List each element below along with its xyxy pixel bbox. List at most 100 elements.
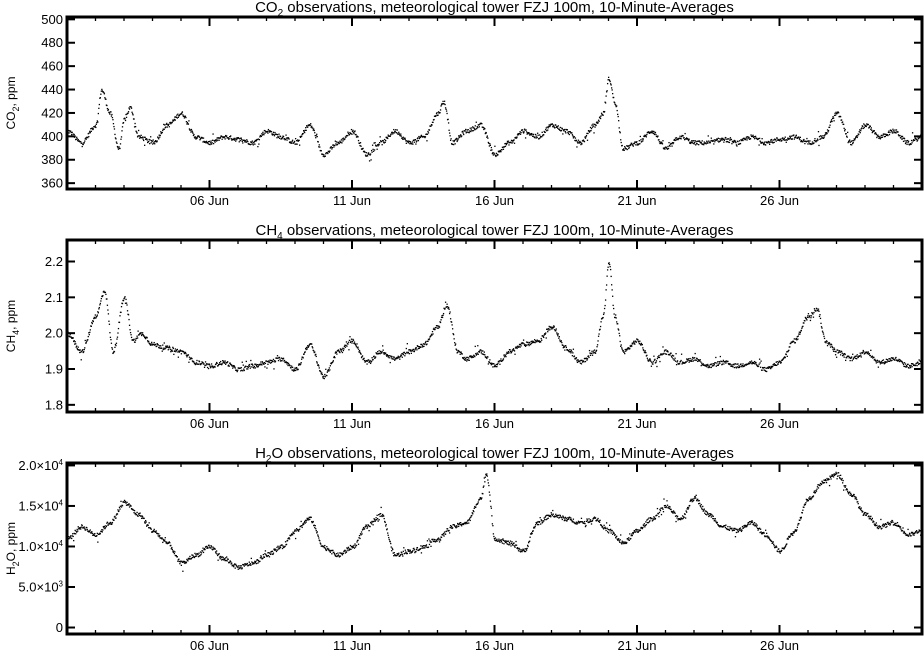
data-point	[555, 513, 557, 515]
data-point	[340, 139, 343, 141]
data-point	[592, 125, 595, 127]
data-point	[760, 142, 762, 145]
data-point	[862, 349, 864, 352]
data-point	[828, 341, 830, 344]
data-point	[481, 350, 483, 352]
data-point	[712, 365, 714, 367]
data-point	[406, 343, 408, 345]
data-point	[654, 517, 657, 520]
data-point	[749, 361, 751, 363]
data-point	[853, 357, 855, 360]
data-point	[191, 130, 193, 132]
data-point	[162, 128, 164, 130]
data-point	[75, 346, 77, 348]
data-point	[507, 540, 510, 542]
data-point	[761, 138, 763, 140]
data-point	[180, 350, 182, 352]
data-point	[400, 135, 402, 137]
data-point	[280, 357, 283, 359]
data-point	[403, 351, 405, 354]
data-point	[128, 503, 130, 505]
data-point	[114, 346, 116, 349]
data-point	[587, 132, 589, 135]
data-point	[267, 552, 269, 554]
data-point	[324, 155, 326, 157]
data-point	[312, 520, 314, 523]
data-point	[909, 366, 912, 369]
data-point	[105, 293, 107, 296]
data-point	[145, 519, 147, 522]
data-point	[323, 377, 325, 380]
data-point	[208, 363, 211, 366]
data-point	[536, 339, 538, 341]
data-point	[902, 363, 905, 366]
data-point	[285, 361, 288, 364]
data-point	[740, 530, 743, 533]
data-point	[917, 137, 919, 139]
data-point	[628, 146, 630, 148]
data-point	[69, 334, 71, 336]
data-point	[595, 350, 597, 352]
data-point	[530, 532, 533, 534]
data-point	[598, 333, 600, 335]
data-point	[177, 116, 180, 118]
data-point	[779, 361, 781, 363]
data-point	[80, 359, 82, 361]
data-point	[264, 130, 267, 132]
data-point	[442, 534, 444, 536]
data-point	[307, 346, 309, 348]
data-point	[768, 140, 770, 143]
data-point	[402, 550, 404, 552]
data-point	[154, 143, 156, 145]
data-point	[373, 519, 376, 521]
data-point	[875, 132, 877, 134]
data-point	[246, 368, 248, 370]
data-point	[391, 355, 393, 358]
data-point	[747, 363, 749, 365]
data-point	[770, 141, 772, 143]
data-point	[127, 111, 130, 113]
data-point	[666, 147, 668, 150]
data-point	[665, 147, 668, 149]
data-point	[406, 351, 408, 353]
data-point	[143, 517, 145, 520]
data-point	[218, 363, 220, 366]
data-point	[518, 132, 521, 135]
data-point	[889, 131, 891, 134]
data-point	[167, 346, 169, 348]
data-point	[791, 138, 793, 140]
data-point	[679, 360, 682, 363]
data-point	[873, 356, 875, 358]
data-point	[645, 521, 647, 523]
data-point	[103, 525, 106, 528]
data-point	[372, 148, 374, 151]
data-point	[489, 359, 491, 361]
data-point	[118, 146, 120, 148]
data-point	[559, 515, 561, 517]
data-point	[151, 531, 153, 533]
data-point	[734, 140, 737, 142]
data-point	[399, 135, 401, 137]
data-point	[251, 363, 253, 365]
data-point	[552, 124, 554, 126]
data-point	[157, 535, 159, 537]
data-point	[839, 116, 842, 118]
data-point	[186, 558, 188, 561]
data-point	[292, 370, 295, 372]
data-point	[182, 560, 185, 563]
data-point	[616, 109, 618, 112]
data-point	[229, 561, 231, 564]
data-point	[255, 139, 258, 142]
data-point	[561, 518, 563, 521]
data-point	[771, 366, 773, 369]
data-point	[561, 127, 563, 129]
data-point	[866, 123, 868, 125]
data-point	[514, 544, 517, 546]
data-point	[727, 362, 730, 365]
data-point	[914, 364, 917, 366]
data-point	[445, 110, 448, 112]
data-point	[255, 562, 258, 565]
data-point	[79, 351, 81, 354]
data-point	[358, 350, 361, 352]
data-point	[820, 326, 823, 328]
